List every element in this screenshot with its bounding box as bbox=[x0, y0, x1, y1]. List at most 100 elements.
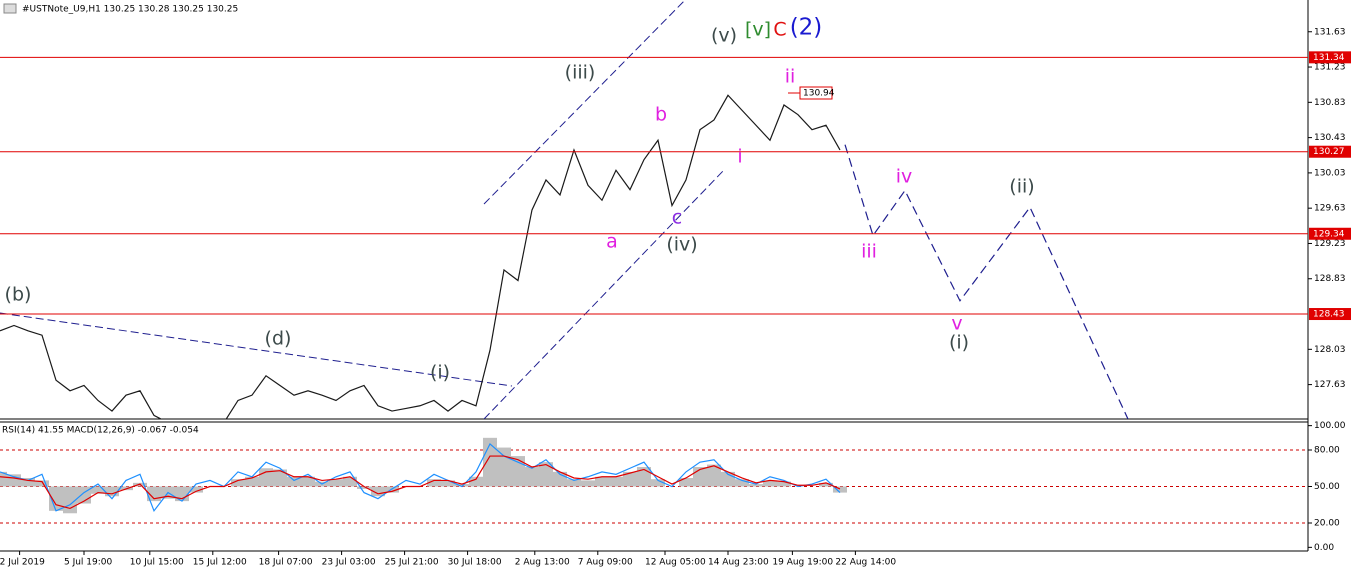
histogram-bar bbox=[762, 480, 777, 487]
trendline bbox=[483, 0, 686, 205]
x-tick-label: 14 Aug 23:00 bbox=[708, 558, 769, 568]
x-tick-label: 15 Jul 12:00 bbox=[193, 558, 247, 568]
y-tick-label: 50.00 bbox=[1314, 482, 1340, 492]
wave-label: (v) bbox=[711, 25, 737, 47]
y-tick-label: 131.63 bbox=[1314, 27, 1346, 37]
histogram-bar bbox=[440, 480, 455, 487]
histogram-bar bbox=[608, 476, 623, 487]
histogram-bar bbox=[566, 479, 581, 487]
histogram-bar bbox=[538, 462, 553, 487]
x-tick-label: 25 Jul 21:00 bbox=[385, 558, 439, 568]
wave-label: i bbox=[737, 146, 742, 168]
level-tag bbox=[1309, 227, 1351, 240]
histogram-bar bbox=[594, 476, 609, 487]
y-tick-label: 130.83 bbox=[1314, 98, 1346, 108]
x-tick-label: 5 Jul 19:00 bbox=[64, 558, 113, 568]
x-tick-label: 7 Aug 09:00 bbox=[578, 558, 633, 568]
histogram-bar bbox=[300, 476, 315, 487]
wave-label: (b) bbox=[5, 284, 32, 306]
histogram-bar bbox=[356, 486, 371, 489]
histogram-bar bbox=[370, 486, 385, 497]
histogram-bar bbox=[454, 484, 469, 487]
histogram-bar bbox=[678, 477, 693, 487]
histogram-bar bbox=[20, 477, 35, 487]
level-label: 131.34 bbox=[1313, 53, 1345, 63]
histogram-bar bbox=[832, 486, 847, 493]
histogram-bar bbox=[342, 476, 357, 487]
level-label: 130.27 bbox=[1313, 147, 1345, 157]
y-tick-label: 130.43 bbox=[1314, 133, 1346, 143]
histogram-bar bbox=[622, 471, 637, 487]
wave-label: a bbox=[606, 231, 618, 253]
x-tick-label: 19 Aug 19:00 bbox=[772, 558, 833, 568]
wave-label: (iii) bbox=[565, 62, 596, 84]
histogram-bar bbox=[426, 479, 441, 487]
histogram-bar bbox=[706, 464, 721, 487]
histogram-bar bbox=[818, 482, 833, 487]
histogram-bar bbox=[272, 469, 287, 487]
histogram-bar bbox=[48, 486, 63, 511]
y-tick-label: 0.00 bbox=[1314, 543, 1334, 553]
price-line bbox=[0, 442, 841, 513]
wave-label: (i) bbox=[430, 362, 450, 384]
histogram-bar bbox=[230, 479, 245, 487]
histogram-bar bbox=[90, 486, 105, 494]
y-tick-label: 80.00 bbox=[1314, 445, 1340, 455]
level-tag bbox=[1309, 145, 1351, 158]
price-tag-label: 130.94 bbox=[803, 89, 835, 99]
histogram-bar bbox=[188, 486, 203, 493]
histogram-bar bbox=[468, 476, 483, 487]
trendline bbox=[0, 312, 513, 387]
wave-label: (iv) bbox=[666, 234, 697, 256]
wave-label: v bbox=[951, 313, 962, 335]
wave-label: C bbox=[773, 19, 786, 41]
wave-label: ii bbox=[785, 66, 796, 88]
wave-label: c bbox=[672, 207, 682, 229]
histogram-bar bbox=[104, 486, 119, 497]
level-tag bbox=[1309, 51, 1351, 64]
trendline bbox=[483, 169, 725, 419]
histogram-bar bbox=[776, 481, 791, 487]
wave-label: iii bbox=[861, 241, 877, 263]
wave-label: iv bbox=[896, 166, 913, 188]
projection-line bbox=[844, 144, 1129, 419]
histogram-bar bbox=[286, 476, 301, 487]
wave-label: b bbox=[655, 104, 667, 126]
price-line bbox=[0, 455, 841, 510]
y-tick-label: 128.83 bbox=[1314, 274, 1346, 284]
histogram-bar bbox=[524, 467, 539, 487]
histogram-bar bbox=[496, 447, 511, 487]
x-tick-label: 23 Jul 03:00 bbox=[322, 558, 376, 568]
level-label: 129.34 bbox=[1313, 229, 1345, 239]
chart-title: #USTNote_U9,H1 130.25 130.28 130.25 130.… bbox=[22, 5, 238, 15]
x-tick-label: 10 Jul 15:00 bbox=[130, 558, 184, 568]
histogram-bar bbox=[244, 476, 259, 487]
x-tick-label: 18 Jul 07:00 bbox=[259, 558, 313, 568]
y-tick-label: 131.23 bbox=[1314, 63, 1346, 73]
x-tick-label: 2 Aug 13:00 bbox=[515, 558, 570, 568]
histogram-bar bbox=[580, 480, 595, 487]
y-tick-label: 127.63 bbox=[1314, 380, 1346, 390]
histogram-bar bbox=[34, 480, 49, 487]
histogram-bar bbox=[328, 479, 343, 487]
y-tick-label: 129.63 bbox=[1314, 204, 1346, 214]
indicator-title: RSI(14) 41.55 MACD(12,26,9) -0.067 -0.05… bbox=[2, 426, 199, 436]
x-tick-label: 2 Jul 2019 bbox=[0, 558, 45, 568]
y-tick-label: 129.23 bbox=[1314, 239, 1346, 249]
plot-bg bbox=[0, 0, 1308, 551]
wave-label: (i) bbox=[949, 332, 969, 354]
y-tick-label: 130.03 bbox=[1314, 168, 1346, 178]
histogram-bar bbox=[734, 479, 749, 487]
price-line bbox=[0, 94, 841, 419]
wave-label: (ii) bbox=[1009, 176, 1034, 198]
symbol-icon bbox=[3, 3, 17, 14]
wave-label: (d) bbox=[265, 328, 292, 350]
y-tick-label: 128.03 bbox=[1314, 345, 1346, 355]
y-tick-label: 20.00 bbox=[1314, 519, 1340, 529]
y-tick-label: 100.00 bbox=[1314, 421, 1346, 431]
x-tick-label: 12 Aug 05:00 bbox=[645, 558, 706, 568]
histogram-bar bbox=[650, 479, 665, 487]
wave-label: (2) bbox=[790, 15, 823, 41]
histogram-bar bbox=[748, 484, 763, 487]
